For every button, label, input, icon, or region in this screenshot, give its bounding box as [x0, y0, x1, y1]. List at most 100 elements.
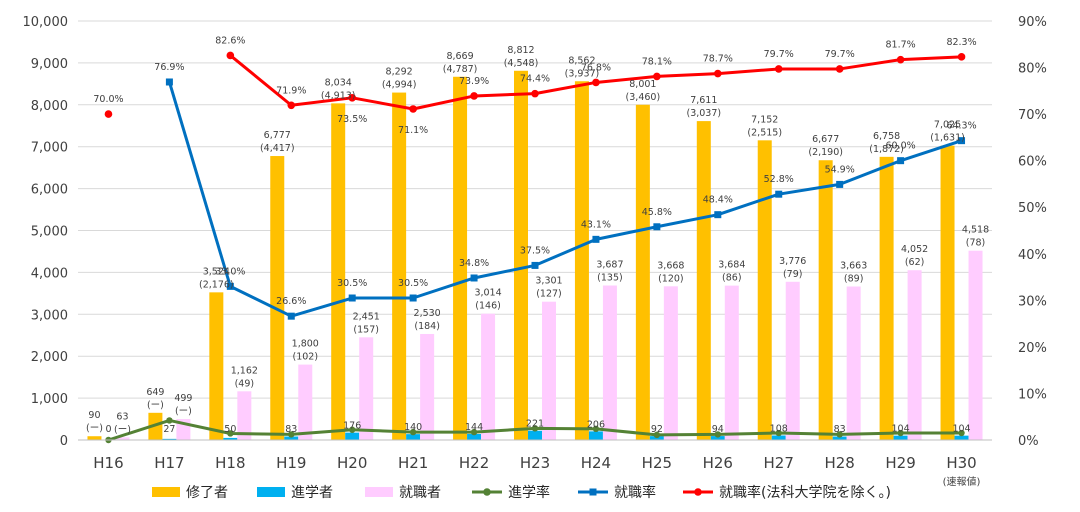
label-employment-rate-excl: 78.1%	[642, 56, 672, 67]
label-employment-rate: 60.0%	[886, 141, 916, 152]
label-completed-sub: (ー)	[86, 423, 103, 434]
label-employment-rate-excl: 81.7%	[886, 40, 916, 51]
marker-employment_rate_excl	[653, 72, 661, 81]
label-advanced: 94	[712, 424, 724, 435]
line-employment_rate	[167, 81, 963, 318]
label-employment-rate-excl: 73.5%	[337, 114, 367, 125]
label-advanced: 206	[587, 419, 605, 430]
legend-swatch-completed	[152, 487, 180, 497]
y-tick-label: 10,000	[23, 15, 69, 30]
label-employment-rate-excl: 71.1%	[398, 125, 428, 136]
bar-advanced	[406, 434, 421, 440]
label-completed-sub: (3,937)	[565, 68, 600, 79]
label-employment-rate: 76.9%	[154, 62, 184, 73]
legend-marker-employment_rate	[589, 488, 597, 496]
y2-tick-label: 80%	[1018, 62, 1047, 77]
x-tick-label: H20	[337, 454, 367, 472]
marker-employment_rate	[287, 312, 295, 320]
bar-completed	[818, 160, 833, 440]
legend-label-employment_rate_excl: 就職率(法科大学院を除く。)	[719, 484, 891, 501]
label-employed: 3,663	[840, 261, 867, 272]
label-advanced: 104	[892, 424, 910, 435]
label-advanced: 144	[465, 422, 483, 433]
label-employed-sub: (135)	[597, 273, 623, 284]
marker-employment_rate	[348, 294, 356, 302]
bar-advanced	[832, 436, 847, 440]
label-employed: 2,451	[353, 311, 380, 322]
marker-employment_rate_excl	[774, 65, 783, 73]
bars	[87, 70, 983, 441]
bar-employed	[237, 391, 252, 440]
marker-employment_rate	[470, 274, 478, 282]
label-advanced: 27	[163, 424, 175, 435]
marker-advance_rate	[470, 428, 478, 436]
legend-marker-employment_rate_excl	[694, 488, 702, 496]
bar-completed	[696, 121, 711, 441]
bar-employed	[602, 285, 617, 440]
bar-employed	[298, 364, 313, 440]
marker-advance_rate	[166, 417, 173, 424]
label-employment-rate-excl: 73.9%	[459, 76, 489, 87]
label-advanced: 104	[952, 424, 970, 435]
label-advanced: 83	[834, 424, 846, 435]
marker-employment_rate	[775, 190, 783, 198]
y-tick-label: 0	[60, 434, 68, 449]
bar-completed	[514, 70, 528, 441]
label-completed: 8,562	[568, 55, 595, 66]
marker-employment_rate_excl	[957, 53, 966, 61]
bar-employed	[785, 281, 800, 440]
bar-employed	[724, 285, 739, 440]
label-employed: 3,687	[596, 260, 623, 271]
label-employed-sub: (120)	[658, 273, 684, 284]
label-employed: 1,162	[231, 365, 258, 376]
y2-tick-label: 90%	[1018, 15, 1047, 30]
legend-swatch-employed	[365, 487, 393, 497]
label-advanced: 140	[404, 422, 422, 433]
bar-advanced	[954, 435, 969, 440]
label-employed: 1,800	[292, 339, 319, 350]
label-completed: 7,025	[934, 120, 961, 131]
label-completed: 7,611	[690, 95, 717, 106]
y-tick-label: 7,000	[31, 141, 68, 156]
legend-label-employment_rate: 就職率	[614, 484, 656, 501]
label-employed: 499	[174, 393, 192, 404]
label-employed-sub: (78)	[966, 238, 986, 249]
bar-completed	[635, 104, 650, 440]
label-employment-rate: 26.6%	[276, 296, 306, 307]
label-employed-sub: (146)	[475, 301, 501, 312]
marker-employment_rate	[958, 137, 966, 145]
y-axis-left: 0 1,000 2,000 3,000 4,000 5,000 6,000 7,000 8,00…	[23, 15, 69, 449]
y2-tick-label: 40%	[1018, 248, 1047, 263]
bar-employed	[481, 313, 496, 440]
y2-tick-label: 0%	[1018, 434, 1039, 449]
legend-label-completed: 修了者	[186, 485, 228, 501]
label-employment-rate: 37.5%	[520, 245, 550, 256]
label-employed-sub: (79)	[783, 269, 803, 280]
label-employment-rate: 64.3%	[946, 121, 976, 132]
label-employment-rate: 30.5%	[398, 278, 428, 289]
label-employed-sub: (ー)	[175, 406, 192, 417]
label-completed-sub: (1,631)	[930, 133, 965, 144]
x-tick-label: H26	[703, 454, 733, 472]
bar-advanced	[162, 438, 177, 440]
label-advanced: 221	[526, 419, 544, 430]
marker-employment_rate_excl	[714, 69, 722, 78]
x-tick-label: H18	[215, 454, 245, 472]
label-employment-rate: 30.5%	[337, 278, 367, 289]
marker-employment_rate_excl	[104, 110, 113, 118]
marker-employment_rate	[714, 211, 722, 219]
bar-employed	[420, 333, 435, 440]
y-tick-label: 8,000	[31, 99, 68, 114]
label-completed: 8,001	[629, 79, 656, 90]
label-completed-sub: (4,548)	[504, 58, 539, 69]
marker-employment_rate	[653, 223, 661, 231]
label-employment-rate-excl: 82.3%	[946, 37, 976, 48]
bar-employed	[115, 437, 130, 440]
bar-completed	[453, 76, 468, 441]
label-employment-rate: 43.1%	[581, 219, 611, 230]
label-employment-rate: 54.9%	[825, 164, 855, 175]
y-tick-label: 2,000	[31, 350, 68, 365]
label-employed-sub: (184)	[414, 321, 440, 332]
marker-advance_rate	[349, 426, 356, 433]
